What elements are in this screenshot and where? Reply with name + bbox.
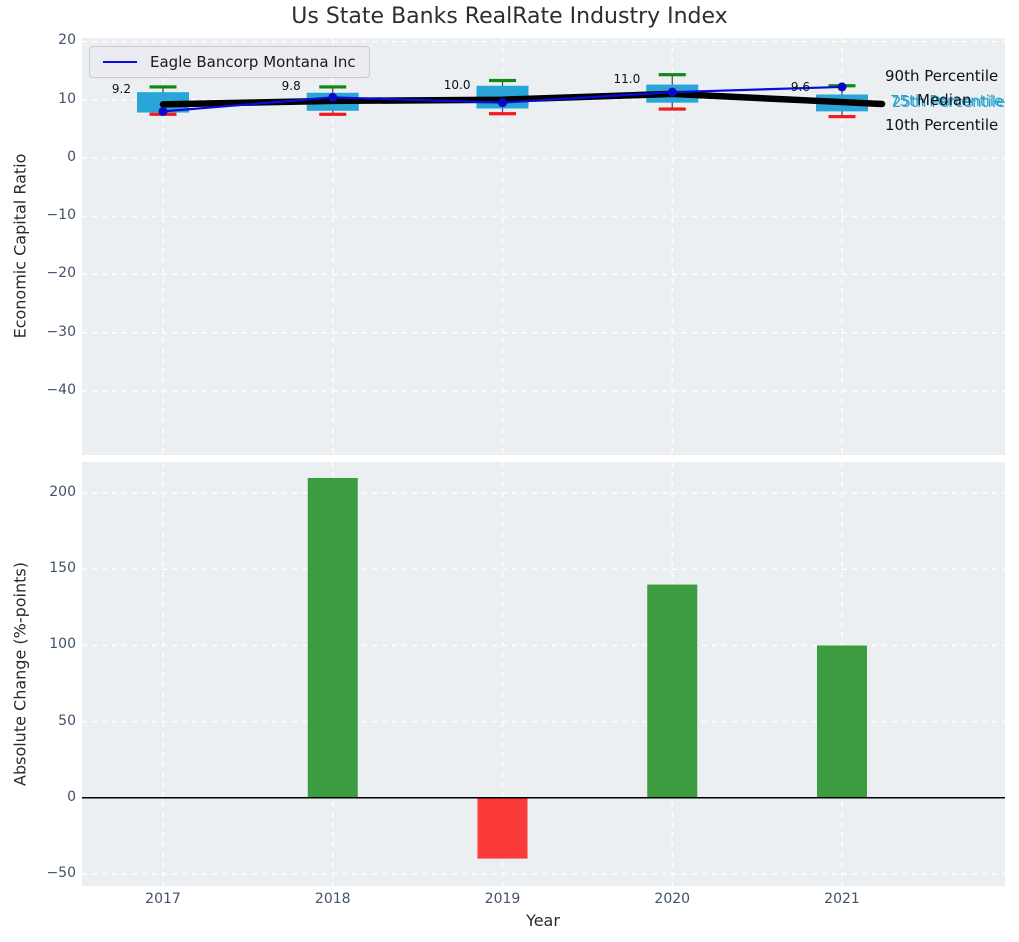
company-marker-2020 (668, 88, 677, 97)
top-y-tick-label: 10 (58, 91, 76, 107)
percentile-label-90th-percentile: 90th Percentile (885, 67, 998, 85)
cap-90th-2017 (150, 85, 177, 88)
cap-10th-2018 (319, 113, 346, 116)
median-annotation-2018: 9.8 (282, 79, 301, 93)
company-marker-2018 (328, 93, 337, 102)
x-axis-label: Year (526, 911, 560, 930)
top-y-tick-label: −10 (46, 207, 76, 223)
top-plot (82, 38, 1005, 455)
cap-90th-2019 (489, 79, 516, 82)
bar-2018 (308, 478, 358, 798)
bottom-y-tick-label: 100 (49, 636, 76, 652)
top-y-tick-label: −40 (46, 382, 76, 398)
median-annotation-2020: 11.0 (614, 72, 641, 86)
legend: Eagle Bancorp Montana Inc (89, 46, 370, 78)
bottom-y-tick-label: 0 (67, 789, 76, 805)
median-annotation-2021: 9.6 (791, 80, 810, 94)
bottom-y-tick-label: 50 (58, 713, 76, 729)
x-tick-label-2018: 2018 (315, 891, 351, 907)
bottom-y-tick-label: −50 (46, 865, 76, 881)
cap-10th-2021 (829, 115, 856, 118)
x-tick-label-2017: 2017 (145, 891, 181, 907)
top-y-tick-label: 0 (67, 149, 76, 165)
top-y-tick-label: 20 (58, 32, 76, 48)
company-marker-2019 (498, 98, 507, 107)
bottom-y-tick-label: 200 (49, 484, 76, 500)
bottom-y-tick-label: 150 (49, 560, 76, 576)
top-y-axis-label: Economic Capital Ratio (11, 154, 30, 339)
cap-90th-2020 (659, 73, 686, 76)
x-tick-label-2021: 2021 (824, 891, 860, 907)
bar-2021 (817, 645, 867, 797)
bottom-plot (82, 462, 1005, 886)
cap-90th-2018 (319, 85, 346, 88)
bottom-axes (82, 462, 1005, 886)
x-tick-label-2019: 2019 (485, 891, 521, 907)
percentile-label-10th-percentile: 10th Percentile (885, 116, 998, 134)
legend-label: Eagle Bancorp Montana Inc (150, 53, 356, 71)
bar-2020 (647, 585, 697, 798)
top-y-tick-label: −30 (46, 324, 76, 340)
top-axes (82, 38, 1005, 455)
chart-title: Us State Banks RealRate Industry Index (0, 4, 1019, 29)
cap-10th-2019 (489, 112, 516, 115)
company-marker-2021 (838, 82, 847, 91)
figure: Us State Banks RealRate Industry Index E… (0, 0, 1019, 942)
median-annotation-2017: 9.2 (112, 82, 131, 96)
cap-10th-2020 (659, 107, 686, 110)
percentile-label-median: Median (917, 91, 972, 109)
top-y-tick-label: −20 (46, 265, 76, 281)
median-annotation-2019: 10.0 (444, 78, 471, 92)
company-marker-2017 (159, 107, 168, 116)
bar-2019 (478, 798, 528, 859)
bottom-y-axis-label: Absolute Change (%-points) (11, 562, 30, 786)
x-tick-label-2020: 2020 (654, 891, 690, 907)
legend-line-sample-icon (103, 61, 137, 63)
